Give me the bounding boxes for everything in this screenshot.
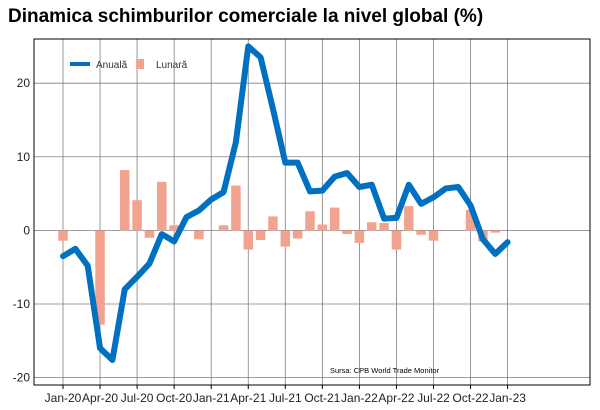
bar-monthly — [379, 223, 389, 231]
bar-monthly — [317, 224, 328, 231]
bar-monthly — [354, 230, 365, 243]
y-tick-label: -10 — [13, 297, 31, 311]
bar-monthly — [404, 206, 414, 231]
bar-monthly — [95, 230, 105, 325]
bar-monthly — [329, 207, 340, 231]
x-tick-label: Jan-23 — [489, 391, 526, 405]
y-tick-label: 20 — [17, 76, 31, 90]
bar-monthly — [169, 225, 179, 231]
chart-title: Dinamica schimburilor comerciale la nive… — [8, 6, 484, 27]
y-tick-label: -20 — [13, 371, 31, 385]
bar-monthly — [255, 230, 266, 240]
x-tick-label: Jul-21 — [269, 391, 302, 405]
bar-monthly — [292, 230, 303, 239]
bar-monthly — [490, 230, 500, 233]
x-tick-label: Oct-21 — [304, 391, 340, 405]
annual-line-layer — [60, 43, 511, 363]
bar-monthly — [218, 225, 229, 231]
bar-monthly — [231, 185, 241, 231]
x-tick-label: Apr-22 — [378, 391, 414, 405]
x-tick-label: Jul-22 — [417, 391, 450, 405]
bar-monthly — [120, 170, 130, 231]
bar-monthly — [465, 209, 476, 231]
line-annual — [60, 43, 511, 363]
bar-monthly — [391, 230, 402, 250]
x-tick-label: Jan-22 — [341, 391, 378, 405]
y-tick-label: 10 — [17, 150, 31, 164]
bar-monthly — [280, 230, 291, 247]
legend: Anuală Lunară — [70, 59, 188, 71]
bar-monthly — [428, 230, 439, 241]
source-note: Sursa: CPB World Trade Monitor — [330, 366, 440, 375]
legend-bar-swatch — [136, 59, 144, 69]
x-tick-label: Apr-21 — [230, 391, 266, 405]
x-tick-label: Jan-21 — [193, 391, 230, 405]
x-tick-label: Oct-22 — [453, 391, 489, 405]
bar-monthly — [194, 230, 204, 240]
plot-frame — [33, 38, 591, 386]
y-tick-label: 0 — [23, 223, 30, 237]
bar-monthly — [342, 230, 352, 235]
x-tick-label: Jul-20 — [121, 391, 154, 405]
legend-label-annual: Anuală — [96, 60, 128, 71]
bar-monthly — [416, 230, 426, 235]
bar-monthly — [367, 222, 377, 231]
bar-monthly — [305, 211, 315, 231]
bar-monthly — [132, 200, 142, 231]
bar-monthly — [58, 230, 68, 241]
x-tick-label: Oct-20 — [156, 391, 192, 405]
x-tick-label: Apr-20 — [82, 391, 118, 405]
bar-monthly — [144, 230, 155, 238]
bar-monthly — [268, 216, 278, 231]
bar-monthly — [157, 181, 167, 231]
x-tick-label: Jan-20 — [45, 391, 82, 405]
bar-monthly — [243, 230, 253, 250]
legend-label-monthly: Lunară — [156, 60, 188, 71]
